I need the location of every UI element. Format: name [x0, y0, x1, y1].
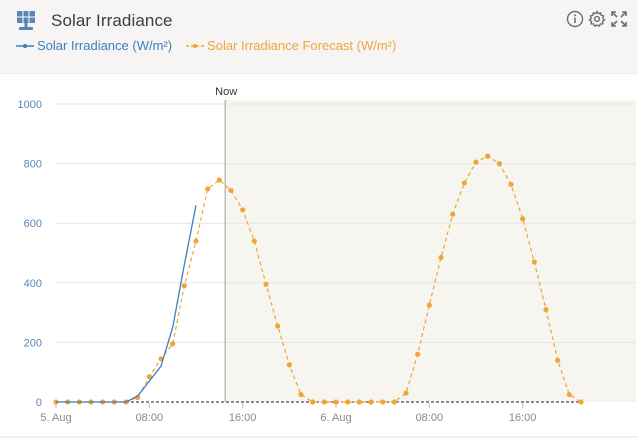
forecast-point — [508, 181, 514, 188]
forecast-point — [496, 161, 502, 167]
forecast-point — [520, 216, 526, 222]
legend-swatch-forecast — [186, 43, 205, 48]
future-forecast-band — [225, 100, 636, 402]
info-icon[interactable] — [566, 10, 584, 28]
forecast-point — [205, 186, 211, 192]
forecast-point — [438, 254, 444, 261]
forecast-point — [485, 153, 491, 159]
legend-label-measured: Solar Irradiance (W/m²) — [37, 38, 173, 53]
forecast-point — [321, 399, 327, 405]
widget-title: Solar Irradiance — [51, 11, 173, 30]
solar-panel-icon — [17, 11, 35, 30]
forecast-point — [181, 283, 187, 289]
header-actions — [562, 10, 628, 28]
forecast-point — [450, 211, 456, 217]
forecast-point — [555, 357, 561, 363]
chart-legend: Solar Irradiance (W/m²) Solar Irradiance… — [16, 38, 410, 53]
forecast-point — [578, 399, 584, 405]
forecast-point — [356, 399, 362, 405]
forecast-point — [216, 177, 222, 183]
title-row: Solar Irradiance — [16, 9, 173, 33]
y-tick-label: 600 — [24, 218, 42, 230]
legend-swatch-measured — [16, 43, 34, 48]
forecast-point — [426, 302, 432, 308]
x-tick-label: 16:00 — [229, 412, 257, 424]
forecast-point — [146, 374, 152, 380]
x-tick-label: 6. Aug — [320, 412, 351, 424]
forecast-point — [473, 159, 479, 165]
forecast-point — [310, 399, 316, 405]
forecast-point — [403, 390, 409, 396]
x-tick-label: 5. Aug — [40, 412, 71, 424]
expand-icon[interactable] — [610, 10, 628, 28]
forecast-point — [531, 259, 537, 265]
x-tick-label: 08:00 — [136, 412, 164, 424]
forecast-point — [391, 399, 397, 405]
forecast-point — [240, 207, 246, 213]
series-line-forecast — [56, 155, 582, 403]
forecast-point — [543, 307, 549, 313]
forecast-point — [275, 323, 281, 329]
y-tick-label: 400 — [24, 278, 42, 290]
x-tick-label: 08:00 — [416, 412, 444, 424]
forecast-point — [461, 180, 467, 186]
forecast-point — [368, 399, 374, 405]
forecast-point — [380, 399, 386, 405]
forecast-point — [170, 341, 176, 347]
forecast-point — [333, 399, 339, 405]
forecast-point — [298, 391, 304, 398]
legend-label-forecast: Solar Irradiance Forecast (W/m²) — [207, 38, 397, 53]
y-tick-label: 200 — [24, 337, 42, 349]
forecast-point — [251, 238, 257, 244]
now-label: Now — [215, 86, 237, 98]
widget-header: Solar Irradiance — [0, 0, 638, 74]
forecast-point — [193, 238, 199, 244]
x-tick-label: 16:00 — [509, 412, 537, 424]
series-line-measured — [56, 205, 197, 403]
irradiance-chart: 0 200 400 600 800 1000 5. Aug 08:00 16:00 6. Aug 0… — [0, 86, 638, 438]
forecast-point — [228, 187, 234, 194]
legend-item-forecast[interactable]: Solar Irradiance Forecast (W/m²) — [186, 38, 396, 53]
forecast-point — [566, 391, 572, 398]
y-tick-label: 800 — [24, 159, 42, 171]
y-tick-label: 0 — [36, 397, 42, 409]
forecast-point — [415, 351, 421, 357]
y-tick-label: 1000 — [18, 99, 42, 111]
forecast-point — [345, 399, 351, 405]
settings-gear-icon[interactable] — [588, 10, 606, 28]
forecast-point — [286, 362, 292, 368]
chart-area: 0 200 400 600 800 1000 5. Aug 08:00 16:00 6. Aug 0… — [0, 74, 638, 441]
forecast-point — [263, 281, 269, 287]
legend-item-measured[interactable]: Solar Irradiance (W/m²) — [16, 38, 172, 53]
